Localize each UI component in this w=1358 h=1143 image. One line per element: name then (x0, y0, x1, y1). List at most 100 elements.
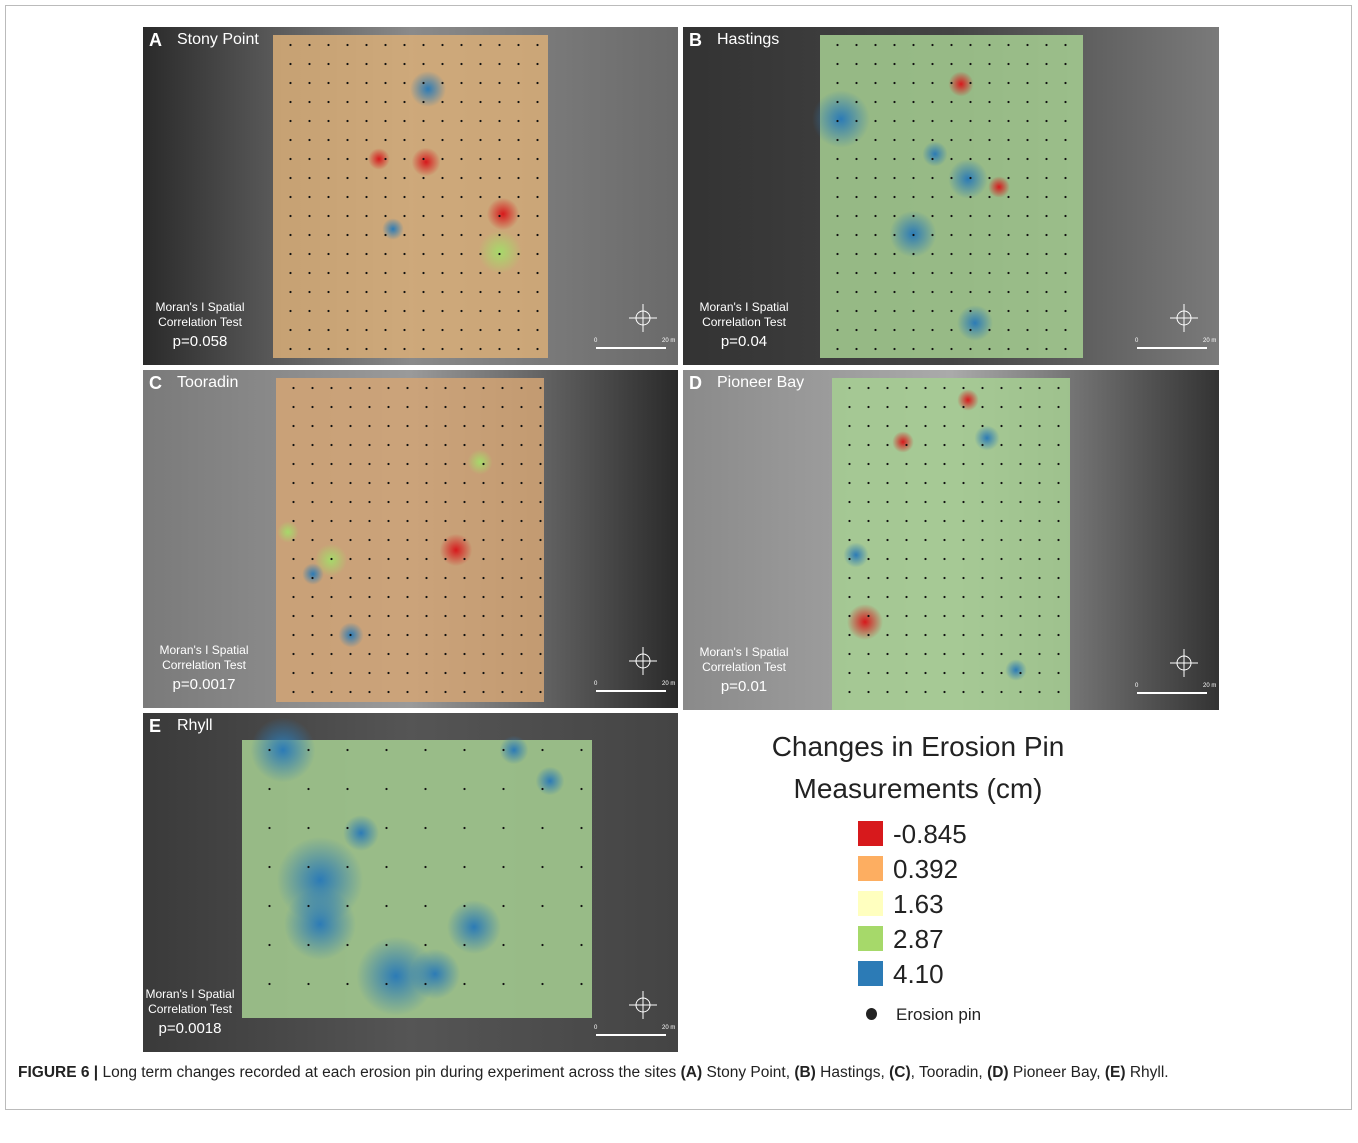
erosion-pin (463, 653, 465, 655)
erosion-pin (536, 177, 538, 179)
erosion-pin (874, 139, 876, 141)
erosion-pin (425, 539, 427, 541)
erosion-pin (387, 596, 389, 598)
erosion-pin (981, 425, 983, 427)
erosion-pin (1057, 539, 1059, 541)
erosion-pin (848, 425, 850, 427)
erosion-pin (1000, 691, 1002, 693)
erosion-pin (387, 501, 389, 503)
erosion-pin (346, 291, 348, 293)
p-value: p=0.058 (143, 333, 265, 350)
erosion-pin (385, 827, 387, 829)
erosion-pin (848, 634, 850, 636)
erosion-pin (289, 196, 291, 198)
erosion-pin (463, 406, 465, 408)
value-hotspot (974, 425, 999, 450)
erosion-pin (498, 272, 500, 274)
erosion-pin (501, 444, 503, 446)
erosion-pin (385, 905, 387, 907)
erosion-pin (460, 234, 462, 236)
erosion-pin (874, 44, 876, 46)
erosion-pin (365, 253, 367, 255)
erosion-pin (502, 944, 504, 946)
erosion-pin (403, 101, 405, 103)
erosion-pin (365, 234, 367, 236)
erosion-pin (1057, 691, 1059, 693)
erosion-pin (536, 291, 538, 293)
legend-pin-label: Erosion pin (896, 1005, 981, 1025)
erosion-pin (1026, 63, 1028, 65)
caption: FIGURE 6 | Long term changes recorded at… (18, 1062, 1298, 1084)
erosion-pin (311, 577, 313, 579)
erosion-pin (498, 158, 500, 160)
erosion-pin (292, 691, 294, 693)
erosion-pin (403, 82, 405, 84)
erosion-pin (327, 63, 329, 65)
erosion-pin (289, 120, 291, 122)
erosion-pin (365, 158, 367, 160)
erosion-pin (1064, 291, 1066, 293)
map-panel: 020 mDPioneer BayMoran's I SpatialCorrel… (683, 370, 1219, 710)
erosion-pin (517, 234, 519, 236)
erosion-pin (924, 406, 926, 408)
erosion-pin (520, 615, 522, 617)
erosion-pin (292, 520, 294, 522)
erosion-pin (536, 196, 538, 198)
erosion-pin (502, 905, 504, 907)
value-hotspot (302, 563, 324, 585)
erosion-pin (520, 653, 522, 655)
erosion-pin (498, 253, 500, 255)
erosion-pin (387, 691, 389, 693)
erosion-pin (1057, 406, 1059, 408)
erosion-pin (501, 558, 503, 560)
erosion-pin (1026, 253, 1028, 255)
erosion-pin (1000, 387, 1002, 389)
erosion-pin (479, 63, 481, 65)
value-hotspot (948, 71, 973, 96)
erosion-pin (384, 44, 386, 46)
erosion-pin (1064, 120, 1066, 122)
erosion-pin (520, 539, 522, 541)
erosion-pin (1064, 63, 1066, 65)
erosion-pin (502, 788, 504, 790)
erosion-pin (931, 272, 933, 274)
erosion-pin (1000, 539, 1002, 541)
erosion-pin (502, 827, 504, 829)
legend-pin-dot (866, 1008, 877, 1020)
erosion-pin (867, 672, 869, 674)
erosion-pin (981, 634, 983, 636)
erosion-pin (365, 291, 367, 293)
erosion-pin (580, 983, 582, 985)
erosion-pin (1045, 63, 1047, 65)
erosion-pin (950, 82, 952, 84)
erosion-pin (406, 463, 408, 465)
erosion-pin (289, 139, 291, 141)
erosion-pin (912, 63, 914, 65)
erosion-pin (441, 177, 443, 179)
erosion-pin (1064, 329, 1066, 331)
erosion-pin (307, 905, 309, 907)
erosion-pin (520, 520, 522, 522)
erosion-pin (330, 691, 332, 693)
caption-site-name: Rhyll. (1130, 1064, 1169, 1081)
erosion-pin (912, 234, 914, 236)
erosion-pin (969, 329, 971, 331)
erosion-pin (384, 63, 386, 65)
erosion-pin (463, 749, 465, 751)
erosion-pin (460, 253, 462, 255)
erosion-pin (855, 44, 857, 46)
erosion-pin (520, 425, 522, 427)
erosion-pin (1019, 482, 1021, 484)
erosion-pin (327, 139, 329, 141)
erosion-pin (886, 406, 888, 408)
erosion-pin (482, 634, 484, 636)
panel-name: Stony Point (177, 31, 259, 49)
erosion-pin (403, 139, 405, 141)
erosion-pin (425, 577, 427, 579)
erosion-pin (988, 291, 990, 293)
erosion-pin (848, 615, 850, 617)
erosion-pin (536, 63, 538, 65)
erosion-pin (1007, 63, 1009, 65)
erosion-pin (886, 520, 888, 522)
erosion-pin (365, 196, 367, 198)
